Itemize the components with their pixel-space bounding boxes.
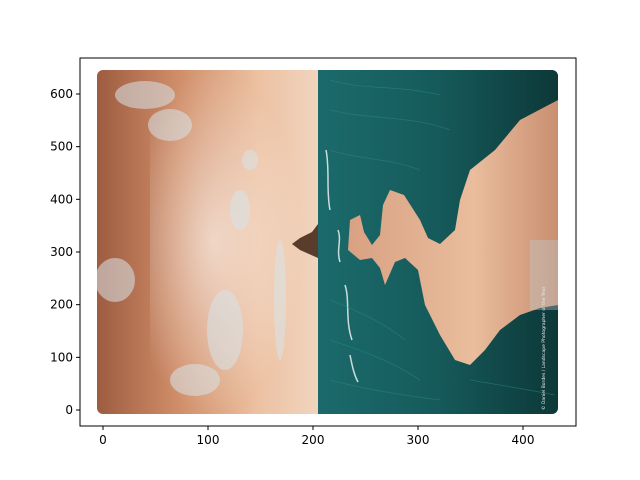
foam-lines (325, 149, 359, 383)
photo: © Daniel Bordes / Landscape Photographer… (97, 70, 558, 414)
y-tick-label: 500 (50, 140, 73, 154)
x-tick-label: 400 (512, 433, 535, 447)
y-tick-label: 600 (50, 87, 73, 101)
right-sky-strip (530, 240, 558, 310)
y-tick-label: 100 (50, 350, 73, 364)
island (292, 222, 325, 262)
x-tick-label: 200 (302, 433, 325, 447)
clouds (97, 81, 286, 396)
y-tick-label: 300 (50, 245, 73, 259)
y-tick-label: 0 (65, 403, 73, 417)
y-tick-label: 200 (50, 298, 73, 312)
wave-texture (329, 79, 556, 401)
x-axis: 0 100 200 300 400 (99, 426, 534, 447)
sand-channel (348, 100, 558, 365)
watermark-text: © Daniel Bordes / Landscape Photographer… (540, 286, 547, 410)
x-tick-label: 0 (99, 433, 107, 447)
x-tick-label: 100 (197, 433, 220, 447)
y-tick-label: 400 (50, 192, 73, 206)
x-tick-label: 300 (407, 433, 430, 447)
y-axis: 0 100 200 300 400 500 600 (50, 87, 80, 417)
